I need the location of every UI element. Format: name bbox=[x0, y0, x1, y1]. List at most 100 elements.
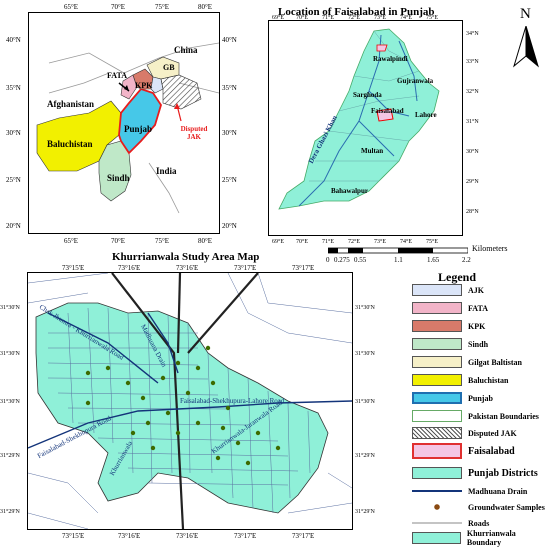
scale-tick-5: 2.2 bbox=[462, 256, 471, 264]
bottom-map-bottom-tick-2: 73°16'E bbox=[176, 532, 199, 540]
bottom-map-left-tick-3: 31°29'N bbox=[0, 453, 20, 459]
madhuana-drain bbox=[27, 312, 353, 449]
right-map-right-tick-3: 31°N bbox=[466, 119, 479, 125]
right-map-right-tick-6: 28°N bbox=[466, 209, 479, 215]
legend-item: Sindh bbox=[412, 336, 488, 352]
right-map-top-tick-5: 74°E bbox=[400, 15, 413, 21]
bottom-map-bottom-tick-0: 73°15'E bbox=[62, 532, 85, 540]
china-label: China bbox=[174, 45, 198, 55]
scale-tick-0: 0 bbox=[326, 256, 330, 264]
right-map-top-tick-1: 70°E bbox=[296, 15, 309, 21]
baluchistan-region bbox=[36, 100, 122, 172]
bottom-map-right-tick-1: 31°30'N bbox=[355, 351, 375, 357]
legend-swatch bbox=[412, 392, 462, 404]
bottom-map-right-tick-3: 31°29'N bbox=[355, 453, 375, 459]
legend-label: Madhuana Drain bbox=[468, 486, 528, 496]
legend-label: Gilgat Baltistan bbox=[468, 357, 523, 367]
legend-label: Baluchistan bbox=[468, 375, 509, 385]
left-map-top-tick-3: 80°E bbox=[198, 3, 213, 11]
left-map-right-tick-2: 30°N bbox=[222, 129, 237, 137]
scale-tick-4: 1.65 bbox=[427, 256, 440, 264]
left-map-bottom-tick-3: 80°E bbox=[198, 237, 213, 245]
punjab-label: Punjab bbox=[124, 124, 153, 134]
road-lahore: Faisalabad-Shekhupura-Lahore Road bbox=[180, 397, 285, 405]
study-area-panel: Chak Jhumra - Khurrianwala Road Madhuana… bbox=[27, 272, 353, 530]
right-map-top-tick-6: 75°E bbox=[426, 15, 439, 21]
sindh-label: Sindh bbox=[107, 173, 130, 183]
legend-swatch bbox=[412, 284, 462, 296]
legend-label: Punjab Districts bbox=[468, 467, 538, 479]
disputed-label: Disputed JAK bbox=[180, 125, 208, 141]
scale-tick-1: 0.275 bbox=[334, 256, 350, 264]
right-map-bottom-tick-5: 74°E bbox=[400, 239, 413, 245]
fata-region bbox=[120, 74, 138, 100]
india-label: India bbox=[156, 166, 177, 176]
legend-label: KPK bbox=[468, 321, 486, 331]
city-multan: Multan bbox=[361, 147, 384, 155]
right-map-top-tick-3: 72°E bbox=[348, 15, 361, 21]
left-map-right-tick-4: 20°N bbox=[222, 222, 237, 230]
bottom-map-top-tick-2: 73°16'E bbox=[176, 264, 199, 272]
legend-swatch bbox=[412, 485, 462, 497]
left-map-top-tick-1: 70°E bbox=[111, 3, 126, 11]
faisalabad-district bbox=[376, 108, 394, 122]
legend-swatch bbox=[412, 374, 462, 386]
punjab-outline bbox=[278, 28, 440, 210]
city-rawalpindi: Rawalpindi bbox=[373, 55, 408, 63]
sindh-region bbox=[98, 140, 132, 202]
bottom-map-right-tick-4: 31°29'N bbox=[355, 509, 375, 515]
left-map-left-tick-3: 25°N bbox=[6, 176, 21, 184]
legend-swatch bbox=[412, 338, 462, 350]
faisalabad-marker bbox=[376, 44, 388, 52]
pakistan-map-svg bbox=[36, 42, 220, 214]
bottom-map-left-tick-2: 31°30'N bbox=[0, 399, 20, 405]
left-map-left-tick-1: 35°N bbox=[6, 84, 21, 92]
legend-swatch bbox=[412, 410, 462, 422]
legend-label: Faisalabad bbox=[468, 445, 515, 457]
groundwater-samples bbox=[85, 345, 281, 466]
north-label: N bbox=[520, 6, 531, 22]
legend-swatch bbox=[412, 443, 462, 459]
punjab-map-svg bbox=[278, 28, 440, 210]
disputed-jak-region bbox=[160, 74, 202, 110]
city-gujranwala: Gujranwala bbox=[397, 77, 434, 85]
bottom-map-right-tick-0: 31°30'N bbox=[355, 305, 375, 311]
fata-label: FATA bbox=[107, 71, 127, 80]
baluchistan-label: Baluchistan bbox=[47, 139, 93, 149]
punjab-map-panel: Rawalpindi Gujranwala Sarghoda Faisalaba… bbox=[268, 20, 463, 236]
punjab-map-title: Location of Faisalabad in Punjab bbox=[278, 6, 435, 18]
legend-swatch bbox=[412, 501, 462, 513]
legend-label: AJK bbox=[468, 285, 484, 295]
left-map-left-tick-4: 20°N bbox=[6, 222, 21, 230]
city-lahore: Lahore bbox=[415, 111, 437, 119]
bottom-map-left-tick-4: 31°29'N bbox=[0, 509, 20, 515]
left-map-left-tick-0: 40°N bbox=[6, 36, 21, 44]
city-bahawalpur: Bahawalpur bbox=[331, 187, 368, 195]
right-map-right-tick-2: 32°N bbox=[466, 89, 479, 95]
bottom-map-left-tick-1: 31°30'N bbox=[0, 351, 20, 357]
city-sarghoda: Sarghoda bbox=[353, 91, 382, 99]
legend-title: Legend bbox=[438, 270, 477, 284]
right-map-bottom-tick-0: 69°E bbox=[272, 239, 285, 245]
right-map-bottom-tick-4: 73°E bbox=[374, 239, 387, 245]
right-map-top-tick-2: 71°E bbox=[322, 15, 335, 21]
bottom-map-top-tick-3: 73°17'E bbox=[234, 264, 257, 272]
scale-tick-3: 1.1 bbox=[394, 256, 403, 264]
legend-label: Pakistan Boundaries bbox=[468, 411, 539, 421]
left-map-bottom-tick-0: 65°E bbox=[64, 237, 79, 245]
legend-label: Groundwater Samples bbox=[468, 502, 545, 512]
legend-item: Khurrianwala Boundary bbox=[412, 529, 550, 547]
left-map-top-tick-2: 75°E bbox=[155, 3, 170, 11]
bottom-map-bottom-tick-4: 73°17'E bbox=[292, 532, 315, 540]
legend-item: Madhuana Drain bbox=[412, 483, 527, 499]
right-map-right-tick-4: 30°N bbox=[466, 149, 479, 155]
left-map-top-tick-0: 65°E bbox=[64, 3, 79, 11]
legend-label: FATA bbox=[468, 303, 488, 313]
scale-tick-2: 0.55 bbox=[354, 256, 367, 264]
right-map-bottom-tick-6: 75°E bbox=[426, 239, 439, 245]
left-map-left-tick-2: 30°N bbox=[6, 129, 21, 137]
legend-swatch bbox=[412, 427, 462, 439]
ajk-region bbox=[150, 76, 164, 94]
legend-item: AJK bbox=[412, 282, 484, 298]
right-map-right-tick-0: 34°N bbox=[466, 31, 479, 37]
